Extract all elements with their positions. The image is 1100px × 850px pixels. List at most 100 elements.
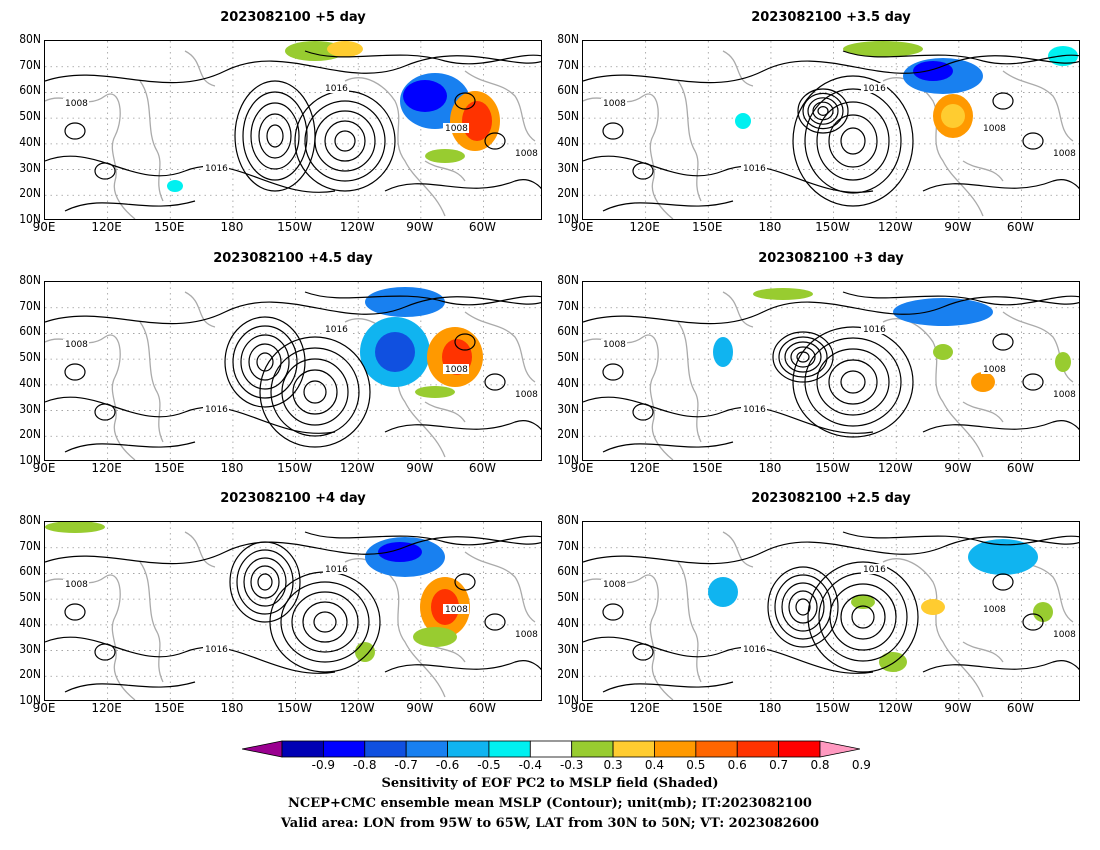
lon-tick-label: 120E: [91, 461, 122, 475]
lon-tick-label: 60W: [1006, 461, 1035, 475]
caption-line3: Valid area: LON from 95W to 65W, LAT fro…: [280, 816, 820, 831]
contour-label: 1016: [325, 565, 348, 575]
lat-tick-label: 50N: [19, 350, 41, 365]
panel-title: 2023082100 +4 day: [220, 491, 366, 506]
lat-tick-label: 50N: [19, 109, 41, 124]
lon-tick-label: 150E: [154, 461, 185, 475]
lat-tick-label: 30N: [19, 160, 41, 175]
contour-label: 1008: [983, 124, 1006, 134]
lon-tick-label: 90E: [570, 220, 594, 234]
lon-tick-label: 120E: [91, 701, 122, 715]
lon-tick-label: 150W: [815, 220, 850, 234]
lat-tick-label: 10N: [557, 212, 579, 226]
map-area: 1008 1016 1016 1008 1008: [44, 281, 542, 461]
map-area: 1008 1016 1016 1008 1008: [582, 521, 1080, 701]
contour-label: 1008: [515, 390, 538, 400]
lat-tick-label: 40N: [19, 375, 41, 390]
contour-label: 1008: [603, 580, 626, 590]
colorbar: [242, 740, 860, 758]
lat-tick-label: 70N: [557, 298, 579, 313]
lon-tick-label: 120W: [339, 461, 375, 475]
lon-tick-label: 90W: [944, 461, 972, 475]
lat-tick-label: 30N: [557, 641, 579, 656]
lon-tick-label: 90E: [32, 461, 56, 475]
lat-tick-label: 80N: [19, 32, 41, 46]
contour-label: 1008: [983, 365, 1006, 375]
lon-tick-label: 180: [758, 461, 782, 475]
lat-tick-label: 70N: [19, 538, 41, 553]
lon-tick-label: 150E: [154, 701, 185, 715]
contour-label: 1008: [445, 365, 468, 375]
map-area: 1008 1016 1016 1008 1008: [582, 281, 1080, 461]
panel-title: 2023082100 +2.5 day: [751, 491, 911, 506]
lat-tick-label: 50N: [557, 590, 579, 605]
lat-tick-label: 10N: [557, 453, 579, 467]
lon-tick-label: 90W: [406, 701, 434, 715]
contour-label: 1008: [445, 605, 468, 615]
lon-tick-label: 180: [220, 220, 244, 234]
lon-tick-label: 180: [758, 701, 782, 715]
colorbar-label: 0.9: [851, 758, 871, 772]
lon-tick-label: 150W: [277, 701, 312, 715]
lat-tick-label: 20N: [557, 427, 579, 442]
contour-label: 1008: [515, 149, 538, 159]
lon-tick-label: 120W: [877, 701, 913, 715]
contour-label: 1008: [1053, 390, 1076, 400]
lat-tick-label: 70N: [557, 538, 579, 553]
lon-tick-label: 60W: [468, 220, 497, 234]
contour-label: 1016: [863, 565, 886, 575]
lon-tick-label: 90E: [570, 701, 594, 715]
panel-title: 2023082100 +3 day: [758, 251, 904, 266]
lat-tick-label: 40N: [19, 134, 41, 149]
lat-tick-label: 60N: [19, 564, 41, 579]
map-area: 1008 1016 1016 1008 1008: [44, 521, 542, 701]
contour-label: 1008: [603, 340, 626, 350]
lat-tick-label: 80N: [19, 513, 41, 527]
lon-tick-label: 180: [220, 461, 244, 475]
lat-tick-label: 60N: [557, 83, 579, 98]
contour-label: 1008: [983, 605, 1006, 615]
lat-tick-label: 70N: [557, 57, 579, 72]
colorbar-label: -0.7: [394, 758, 418, 772]
lon-tick-label: 120W: [877, 461, 913, 475]
lon-tick-label: 120W: [339, 701, 375, 715]
lat-tick-label: 60N: [19, 324, 41, 339]
contour-label: 1008: [65, 580, 88, 590]
lat-tick-label: 40N: [557, 134, 579, 149]
lon-tick-label: 150E: [154, 220, 185, 234]
lon-tick-label: 150E: [692, 701, 723, 715]
lat-tick-label: 30N: [557, 160, 579, 175]
lon-tick-label: 150W: [277, 461, 312, 475]
lat-tick-label: 20N: [19, 186, 41, 201]
panel-title: 2023082100 +5 day: [220, 10, 366, 25]
contour-label: 1016: [863, 325, 886, 335]
lat-tick-label: 20N: [19, 667, 41, 682]
caption-line1: Sensitivity of EOF PC2 to MSLP field (Sh…: [381, 776, 719, 791]
colorbar-label: 0.3: [603, 758, 623, 772]
contour-label: 1016: [205, 645, 228, 655]
panel-title: 2023082100 +3.5 day: [751, 10, 911, 25]
contour-label: 1008: [65, 340, 88, 350]
lat-tick-label: 40N: [19, 615, 41, 630]
contour-label: 1016: [743, 405, 766, 415]
lat-tick-label: 50N: [19, 590, 41, 605]
contour-label: 1008: [1053, 630, 1076, 640]
lat-tick-label: 10N: [19, 212, 41, 226]
colorbar-label: -0.3: [559, 758, 584, 772]
lon-tick-label: 90W: [944, 701, 972, 715]
lon-tick-label: 90W: [944, 220, 972, 234]
lon-tick-label: 90W: [406, 461, 434, 475]
contour-label: 1016: [743, 645, 766, 655]
colorbar-label: -0.9: [311, 758, 336, 772]
lat-tick-label: 70N: [19, 57, 41, 72]
lat-tick-label: 10N: [19, 693, 41, 707]
colorbar-label: 0.7: [769, 758, 789, 772]
lon-tick-label: 150W: [815, 461, 850, 475]
contour-label: 1008: [515, 630, 538, 640]
map-area: 1008 1016 1016 1008 1008: [582, 40, 1080, 220]
colorbar-label: -0.5: [477, 758, 501, 772]
lon-tick-label: 180: [758, 220, 782, 234]
contour-label: 1016: [205, 405, 228, 415]
lon-tick-label: 60W: [468, 701, 497, 715]
contour-label: 1016: [325, 84, 348, 94]
